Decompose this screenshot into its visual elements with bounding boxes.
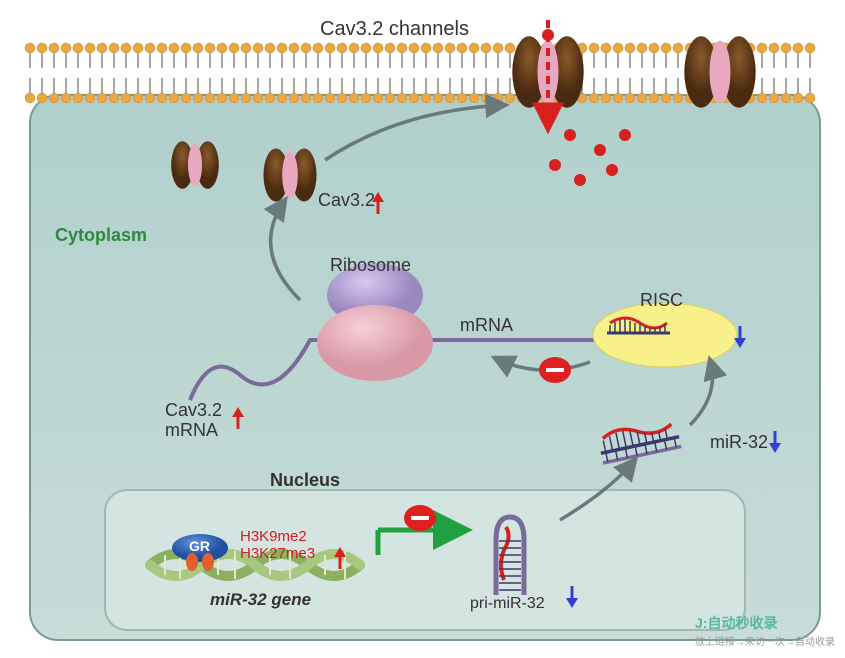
label-pri-mir32: pri-miR-32 [470, 595, 545, 613]
title-channels: Cav3.2 channels [320, 18, 469, 41]
label-cytoplasm: Cytoplasm [55, 225, 147, 246]
inhibit-icon [539, 357, 571, 383]
label-cav32: Cav3.2 [318, 190, 375, 211]
label-mir32: miR-32 [710, 432, 768, 453]
label-h3k9me2: H3K9me2 [240, 528, 307, 545]
label-mir32-gene: miR-32 gene [210, 590, 311, 610]
label-ribosome: Ribosome [330, 255, 411, 276]
watermark-logo: J:自动秒收录 [695, 615, 777, 631]
label-nucleus: Nucleus [270, 470, 340, 491]
ribosome [317, 263, 433, 381]
label-h3k27me3: H3K27me3 [240, 545, 315, 562]
label-risc: RISC [640, 290, 683, 311]
label-gr: GR [189, 538, 210, 554]
pathway-diagram [0, 0, 845, 658]
risc-complex [593, 303, 737, 367]
label-cav32-mrna-2: mRNA [165, 420, 218, 441]
label-cav32-mrna-1: Cav3.2 [165, 400, 222, 421]
watermark-tagline: 放上链接→来访一次→自动收录 [695, 637, 835, 648]
inhibit-icon [404, 505, 436, 531]
watermark: J:自动秒收录 放上链接→来访一次→自动收录 [695, 613, 835, 648]
label-mrna: mRNA [460, 315, 513, 336]
